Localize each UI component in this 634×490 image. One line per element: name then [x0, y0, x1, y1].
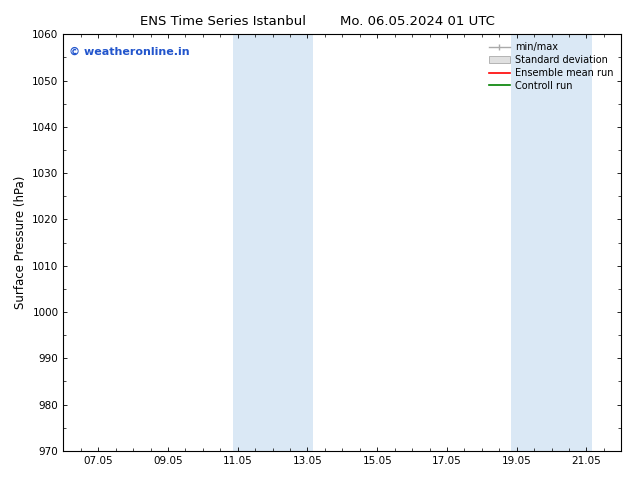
Y-axis label: Surface Pressure (hPa): Surface Pressure (hPa)	[14, 176, 27, 309]
Text: © weatheronline.in: © weatheronline.in	[69, 47, 190, 57]
Bar	[512, 34, 592, 451]
Text: ENS Time Series Istanbul        Mo. 06.05.2024 01 UTC: ENS Time Series Istanbul Mo. 06.05.2024 …	[139, 15, 495, 28]
Legend: min/max, Standard deviation, Ensemble mean run, Controll run: min/max, Standard deviation, Ensemble me…	[486, 39, 616, 94]
Bar	[233, 34, 313, 451]
